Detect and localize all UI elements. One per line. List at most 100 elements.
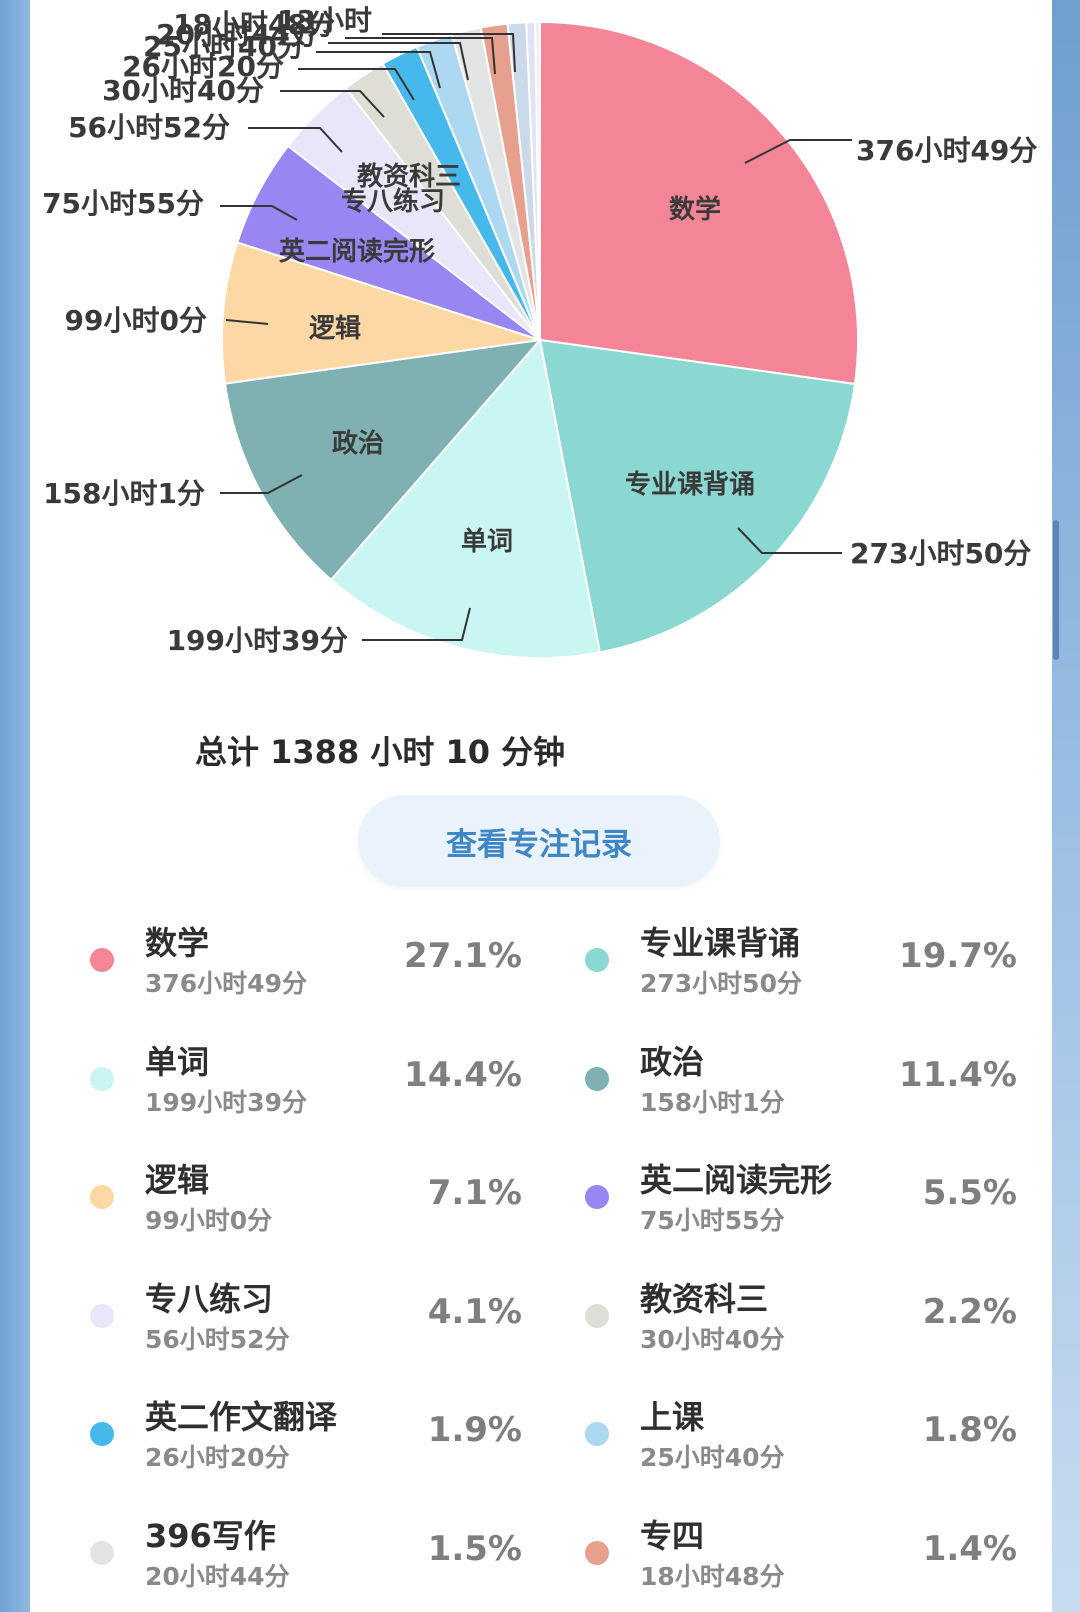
legend-percent: 27.1%: [404, 936, 522, 976]
legend-percent: 2.2%: [922, 1291, 1017, 1332]
duration-label: 158小时1分: [43, 477, 205, 510]
legend-name: 单词: [145, 1042, 210, 1081]
leader-line: [248, 127, 343, 153]
legend-name: 396写作: [145, 1516, 276, 1555]
leader-line: [298, 68, 415, 101]
legend-item[interactable]: 英二阅读完形 75小时55分 5.5%: [585, 1155, 1017, 1245]
legend-item[interactable]: 专八练习 56小时52分 4.1%: [90, 1274, 522, 1364]
legend-name: 上课: [640, 1398, 705, 1436]
duration-label: 376小时49分: [856, 134, 1037, 167]
pie-chart: 376小时49分 273小时50分 199小时39分 158小时1分 99小时0分 75小…: [42, 4, 1037, 659]
leader-line: [345, 37, 496, 75]
legend-duration: 199小时39分: [145, 1087, 307, 1117]
duration-label: 25小时40分: [143, 30, 305, 63]
legend-item[interactable]: 上课 25小时40分 1.8%: [585, 1392, 1017, 1482]
leader-line: [328, 42, 469, 81]
legend-color-dot: [90, 1185, 114, 1209]
legend-percent: 4.1%: [427, 1291, 522, 1332]
legend-duration: 25小时40分: [640, 1443, 785, 1472]
duration-label: 18小时48分: [173, 8, 335, 41]
legend-item[interactable]: 单词 199小时39分 14.4%: [90, 1037, 522, 1127]
legend-percent: 19.7%: [899, 936, 1017, 976]
legend-duration: 18小时48分: [640, 1561, 785, 1591]
pie-slice[interactable]: [538, 338, 857, 654]
duration-label: 99小时0分: [65, 304, 207, 337]
legend-color-dot: [585, 948, 609, 972]
pie-slice[interactable]: [534, 20, 541, 341]
legend-duration: 75小时55分: [640, 1206, 785, 1235]
legend-color-dot: [90, 1422, 114, 1446]
legend-percent: 14.4%: [404, 1054, 522, 1095]
legend-name: 逻辑: [145, 1161, 210, 1199]
legend-color-dot: [90, 948, 114, 972]
legend-percent: 11.4%: [899, 1054, 1017, 1095]
pie-slice[interactable]: [223, 338, 543, 582]
slice-name-label: 单词: [461, 527, 513, 557]
legend-duration: 158小时1分: [640, 1087, 785, 1117]
legend-percent: 1.8%: [922, 1410, 1017, 1450]
legend-color-dot: [90, 1303, 114, 1328]
legend-name: 政治: [640, 1042, 705, 1081]
duration-label: 20小时44分: [156, 18, 318, 51]
legend-duration: 273小时50分: [640, 969, 802, 998]
leader-line: [225, 319, 269, 325]
legend-color-dot: [585, 1185, 609, 1209]
legend-color-dot: [585, 1066, 609, 1091]
leader-line: [737, 527, 842, 554]
total-duration: 总计 1388 小时 10 分钟: [195, 733, 566, 771]
legend-color-dot: [585, 1540, 609, 1565]
legend-color-dot: [585, 1422, 609, 1446]
leader-line: [362, 607, 471, 641]
scroll-thumb[interactable]: [1053, 520, 1059, 660]
legend-name: 专四: [640, 1516, 705, 1555]
duration-label: 75小时55分: [42, 187, 204, 220]
duration-label: 13小时: [277, 4, 372, 37]
legend-name: 教资科三: [640, 1279, 769, 1318]
legend-percent: 1.5%: [427, 1528, 522, 1569]
slice-name-label: 政治: [332, 428, 384, 459]
duration-label: 56小时52分: [68, 111, 230, 144]
legend-item[interactable]: 专四 18小时48分 1.4%: [585, 1511, 1017, 1601]
legend-percent: 7.1%: [427, 1173, 522, 1213]
slice-name-label: 英二阅读完形: [279, 236, 435, 267]
legend-duration: 56小时52分: [145, 1324, 290, 1354]
slice-name-label: 专八练习: [341, 186, 445, 217]
duration-label: 26小时20分: [122, 50, 284, 83]
slice-name-label: 教资科三: [357, 162, 461, 192]
legend-item[interactable]: 396写作 20小时44分 1.5%: [90, 1511, 522, 1601]
scroll-track[interactable]: [1052, 0, 1080, 1612]
legend-item[interactable]: 政治 158小时1分 11.4%: [585, 1037, 1017, 1127]
leader-line: [316, 51, 441, 89]
legend-color-dot: [90, 1540, 114, 1565]
legend-name: 英二阅读完形: [640, 1161, 833, 1199]
legend-percent: 1.9%: [427, 1410, 522, 1450]
legend-name: 专业课背诵: [640, 924, 801, 962]
leader-line: [220, 474, 303, 494]
legend-name: 英二作文翻译: [145, 1398, 338, 1436]
duration-label: 30小时40分: [102, 74, 264, 107]
legend-color-dot: [90, 1066, 114, 1091]
pie-slice[interactable]: [539, 20, 860, 386]
legend-item[interactable]: 英二作文翻译 26小时20分 1.9%: [90, 1392, 522, 1482]
legend-duration: 99小时0分: [145, 1206, 273, 1235]
legend-item[interactable]: 专业课背诵 273小时50分 19.7%: [585, 918, 1017, 1008]
legend-percent: 1.4%: [922, 1528, 1017, 1569]
leader-line: [744, 139, 852, 164]
legend-duration: 30小时40分: [640, 1324, 785, 1354]
pie-slice[interactable]: [221, 241, 541, 385]
legend-duration: 26小时20分: [145, 1443, 290, 1472]
duration-label: 199小时39分: [167, 624, 348, 657]
legend-duration: 376小时49分: [145, 969, 307, 998]
legend-item[interactable]: 数学 376小时49分 27.1%: [90, 918, 522, 1008]
legend-name: 数学: [145, 924, 210, 962]
legend-name: 专八练习: [145, 1279, 274, 1318]
legend-item[interactable]: 教资科三 30小时40分 2.2%: [585, 1274, 1017, 1364]
leader-line: [280, 90, 385, 118]
leader-line: [220, 205, 298, 221]
view-focus-records-button[interactable]: 查看专注记录: [358, 795, 720, 887]
leader-line: [382, 33, 516, 73]
pie-slice[interactable]: [329, 337, 602, 659]
slice-name-label: 数学: [669, 194, 721, 225]
slice-name-label: 逻辑: [309, 314, 361, 344]
legend-item[interactable]: 逻辑 99小时0分 7.1%: [90, 1155, 522, 1245]
